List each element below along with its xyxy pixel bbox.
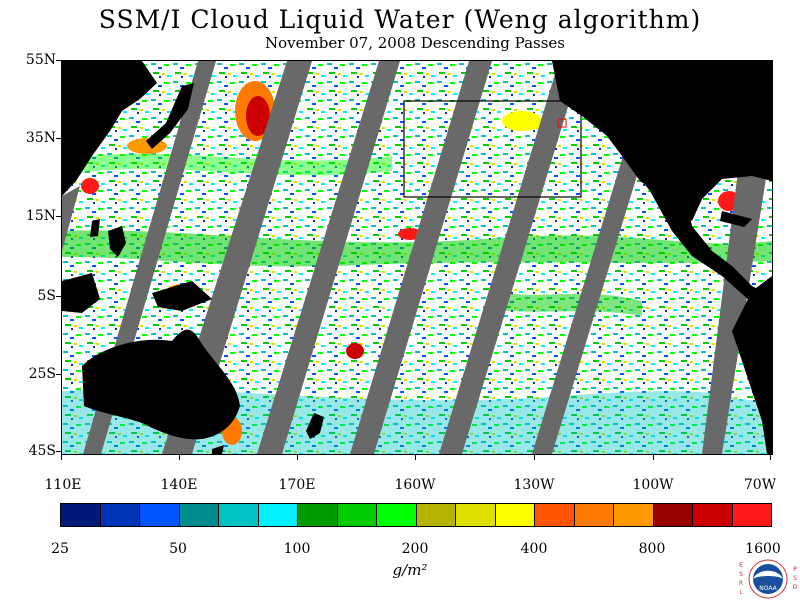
logo-letter: R [738,580,744,587]
lat-label-35n: 35N [25,130,56,146]
colorbar-swatch-16 [693,504,733,526]
colorbar-label: 25 [51,541,69,557]
colorbar-swatch-14 [614,504,654,526]
colorbar-units: g/m² [392,561,428,579]
lat-label-5s: 5S [37,288,57,304]
colorbar-label: 400 [520,541,548,557]
lat-tick [56,374,61,375]
colorbar-swatch-17 [732,504,771,526]
colorbar-swatch-12 [535,504,575,526]
colorbar [60,503,772,527]
highlight-box [557,118,567,128]
lat-label-45s: 45S [28,443,56,459]
lon-label-170e: 170E [278,477,316,493]
map-area [61,60,773,455]
lat-label-25s: 25S [28,366,56,382]
colorbar-label: 100 [283,541,311,557]
lon-label-130w: 130W [513,477,555,493]
lat-label-15n: 15N [25,208,56,224]
lon-tick [770,454,771,460]
map-subtitle: November 07, 2008 Descending Passes [264,34,565,52]
lon-label-100w: 100W [632,477,674,493]
colorbar-swatch-10 [456,504,496,526]
colorbar-swatch-5 [258,504,298,526]
lat-tick [56,60,61,61]
lon-label-70w: 70W [743,477,777,493]
colorbar-swatch-3 [179,504,219,526]
lon-tick [415,454,416,460]
lon-label-160w: 160W [394,477,436,493]
colorbar-swatch-2 [140,504,180,526]
colorbar-swatch-1 [100,504,140,526]
lon-tick [297,454,298,460]
logo-letter: D [792,584,798,591]
colorbar-label: 800 [638,541,666,557]
lon-tick [534,454,535,460]
colorbar-label: 200 [401,541,429,557]
region-box [403,100,582,198]
noaa-logo: NOAA E S R L P S D [736,558,800,600]
lat-tick [56,138,61,139]
lat-tick [56,451,61,452]
colorbar-swatch-13 [574,504,614,526]
colorbar-swatch-11 [495,504,535,526]
logo-letter: S [793,575,797,582]
map-title: SSM/I Cloud Liquid Water (Weng algorithm… [98,5,702,34]
map-svg [62,61,772,454]
lon-label-110e: 110E [44,477,82,493]
colorbar-swatch-6 [298,504,338,526]
colorbar-swatch-15 [653,504,693,526]
colorbar-swatch-7 [337,504,377,526]
lat-tick [56,216,61,217]
colorbar-swatch-4 [219,504,259,526]
noaa-logo-icon: NOAA [748,559,788,599]
logo-letter: L [739,589,743,596]
lon-tick [179,454,180,460]
lon-label-140e: 140E [160,477,198,493]
logo-letter: S [739,571,743,578]
lat-tick [56,296,61,297]
land-masses [62,61,772,454]
colorbar-swatch-0 [61,504,101,526]
logo-letter: P [793,566,797,573]
logo-letter: E [739,562,743,569]
lon-tick [61,454,62,460]
colorbar-swatch-8 [377,504,417,526]
colorbar-label: 1600 [745,541,781,557]
logo-center-text: NOAA [759,585,777,592]
colorbar-label: 50 [169,541,187,557]
lat-label-55n: 55N [25,52,56,68]
lon-tick [653,454,654,460]
colorbar-swatch-9 [416,504,456,526]
